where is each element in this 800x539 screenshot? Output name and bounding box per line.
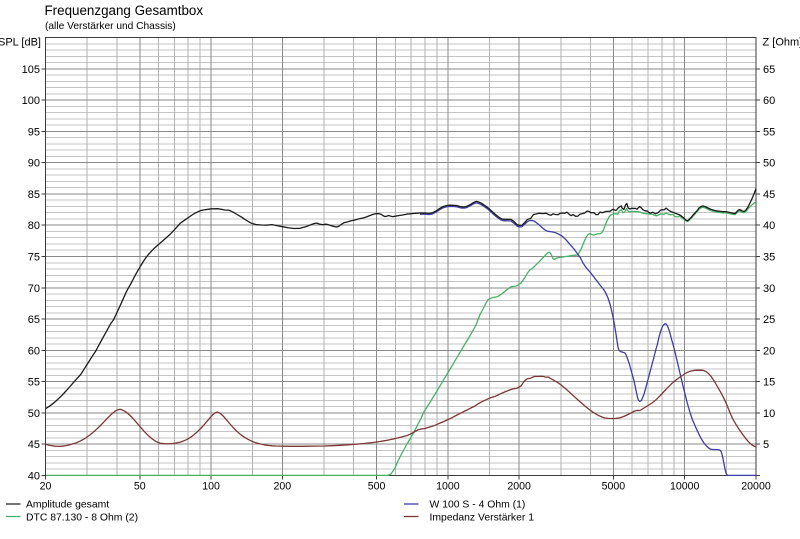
svg-text:10: 10 (763, 408, 775, 420)
svg-text:35: 35 (763, 252, 775, 264)
svg-text:40: 40 (763, 220, 775, 232)
svg-text:200: 200 (273, 481, 291, 493)
svg-text:25: 25 (763, 314, 775, 326)
svg-text:50: 50 (28, 408, 40, 420)
svg-text:65: 65 (28, 314, 40, 326)
svg-text:(alle Verstärker und Chassis): (alle Verstärker und Chassis) (45, 21, 176, 32)
svg-text:100: 100 (202, 481, 220, 493)
svg-text:1000: 1000 (436, 481, 460, 493)
svg-text:20000: 20000 (741, 481, 771, 493)
svg-text:45: 45 (763, 189, 775, 201)
svg-text:60: 60 (763, 95, 775, 107)
svg-text:Impedanz Verstärker 1: Impedanz Verstärker 1 (430, 513, 535, 524)
svg-text:90: 90 (28, 158, 40, 170)
svg-text:50: 50 (134, 481, 146, 493)
svg-text:2000: 2000 (507, 481, 531, 493)
svg-text:55: 55 (763, 126, 775, 138)
svg-text:SPL [dB]: SPL [dB] (0, 37, 41, 49)
svg-text:40: 40 (28, 471, 40, 483)
svg-text:5: 5 (763, 439, 769, 451)
svg-text:10000: 10000 (670, 481, 700, 493)
svg-text:95: 95 (28, 126, 40, 138)
svg-text:80: 80 (28, 220, 40, 232)
svg-text:DTC 87.130 - 8 Ohm (2): DTC 87.130 - 8 Ohm (2) (26, 513, 138, 524)
svg-text:W 100 S - 4 Ohm (1): W 100 S - 4 Ohm (1) (430, 500, 526, 511)
svg-text:500: 500 (368, 481, 386, 493)
svg-text:Z [Ohm]: Z [Ohm] (763, 37, 800, 49)
svg-text:70: 70 (28, 283, 40, 295)
svg-text:60: 60 (28, 345, 40, 357)
svg-text:Amplitude gesamt: Amplitude gesamt (26, 500, 109, 511)
svg-text:100: 100 (22, 95, 40, 107)
svg-text:20: 20 (763, 345, 775, 357)
svg-text:20: 20 (40, 481, 52, 493)
svg-text:105: 105 (22, 64, 40, 76)
svg-text:Frequenzgang Gesamtbox: Frequenzgang Gesamtbox (45, 3, 204, 18)
svg-text:65: 65 (763, 64, 775, 76)
svg-text:45: 45 (28, 439, 40, 451)
svg-text:50: 50 (763, 158, 775, 170)
svg-text:5000: 5000 (602, 481, 626, 493)
svg-text:30: 30 (763, 283, 775, 295)
svg-text:75: 75 (28, 252, 40, 264)
svg-text:15: 15 (763, 377, 775, 389)
svg-text:55: 55 (28, 377, 40, 389)
svg-text:85: 85 (28, 189, 40, 201)
